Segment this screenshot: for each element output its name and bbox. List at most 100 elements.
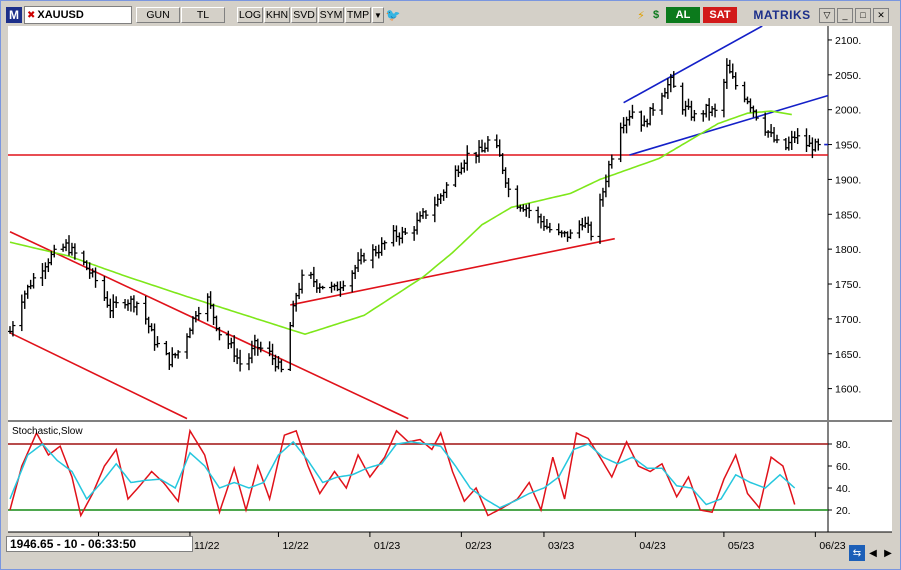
ohlc-bar [237, 349, 243, 372]
matriks-logo-icon[interactable]: M [6, 7, 22, 23]
price-tick-label: 2000. [835, 105, 861, 117]
stochastic-d-line [9, 440, 796, 509]
ohlc-bar [547, 222, 553, 233]
ohlc-bar [526, 203, 532, 219]
price-plot-area [8, 26, 828, 420]
ohlc-bar [258, 341, 264, 353]
price-tick-label: 2100. [835, 35, 861, 47]
ohlc-bar [795, 128, 801, 145]
khn-button[interactable]: KHN [264, 7, 290, 23]
ohlc-bar [216, 326, 222, 341]
date-tick-label: 04/23 [639, 540, 665, 552]
stochastic-k-line [9, 428, 796, 518]
twitter-icon[interactable]: 🐦 [385, 8, 401, 22]
price-tick-label: 1900. [835, 174, 861, 186]
trendline [9, 332, 188, 420]
price-series-layer [8, 26, 828, 420]
chevron-down-icon[interactable]: ▼ [372, 7, 384, 23]
ohlc-bar [134, 301, 140, 316]
date-tick-label: 03/23 [548, 540, 574, 552]
stochastic-layer [8, 428, 828, 518]
ohlc-bar [51, 244, 57, 258]
price-tick-label: 1700. [835, 314, 861, 326]
close-symbol-icon[interactable]: ✖ [27, 9, 36, 21]
log-button[interactable]: LOG [237, 7, 263, 23]
ohlc-bar [299, 269, 305, 294]
ohlc-bar [402, 227, 408, 236]
tmp-button[interactable]: TMP [345, 7, 371, 23]
lightning-icon[interactable]: ⚡ [637, 9, 645, 22]
currency-button-tl[interactable]: TL [181, 7, 225, 23]
sym-button[interactable]: SYM [318, 7, 344, 23]
symbol-selector[interactable]: ✖ XAUUSD [24, 6, 132, 24]
ohlc-bar [320, 285, 326, 290]
ohlc-bar [774, 134, 780, 144]
bottom-right-tools: ⇆ ◀ ▶ [848, 545, 895, 561]
ohlc-bar [815, 138, 821, 151]
stochastic-title: Stochastic,Slow [12, 426, 83, 437]
menu-icon[interactable]: ▽ [819, 7, 835, 23]
stoch-tick-label: 80. [836, 439, 851, 451]
right-tools: ⚡ $ AL SAT MATRIKS ▽ _ □ ✕ [633, 5, 889, 25]
matriks-brand-logo: MATRIKS [753, 8, 811, 22]
price-tick-label: 1800. [835, 244, 861, 256]
svd-button[interactable]: SVD [291, 7, 317, 23]
ohlc-bar [444, 182, 450, 198]
ohlc-bar [485, 136, 491, 152]
stoch-tick-label: 60. [836, 461, 851, 473]
stoch-tick-label: 40. [836, 483, 851, 495]
symbol-label: XAUUSD [37, 9, 84, 21]
ohlc-bar [753, 109, 759, 121]
ohlc-bar [506, 177, 512, 198]
ohlc-bar [113, 296, 119, 308]
ohlc-bar [175, 350, 181, 359]
dollar-icon[interactable]: $ [652, 9, 660, 21]
trendline [629, 94, 828, 156]
trendline [290, 237, 615, 306]
ohlc-bar [196, 306, 202, 321]
price-tick-label: 1650. [835, 349, 861, 361]
ohlc-bar [671, 71, 677, 88]
ohlc-bar [361, 252, 367, 263]
date-tick-label: 12/22 [282, 540, 308, 552]
ohlc-bar [588, 221, 594, 241]
ohlc-bar [10, 321, 16, 337]
trendline [623, 26, 763, 104]
toolbar: M ✖ XAUUSD GUN TL LOG KHN SVD SYM TMP ▼ … [2, 5, 895, 25]
period-button-gun[interactable]: GUN [136, 7, 180, 23]
ohlc-bar [340, 280, 346, 291]
minimize-icon[interactable]: _ [837, 7, 853, 23]
date-tick-label: 01/23 [374, 540, 400, 552]
price-tick-label: 1950. [835, 140, 861, 152]
price-tick-label: 2050. [835, 70, 861, 82]
ohlc-bar [93, 267, 99, 288]
price-tick-label: 1750. [835, 279, 861, 291]
close-icon[interactable]: ✕ [873, 7, 889, 23]
scroll-right-icon[interactable]: ▶ [884, 547, 892, 559]
ohlc-bar [423, 210, 429, 219]
stoch-plot-area [8, 422, 828, 532]
ohlc-bar [31, 273, 37, 289]
buy-button[interactable]: AL [666, 7, 700, 23]
scroll-left-icon[interactable]: ◀ [869, 547, 877, 559]
date-tick-label: 05/23 [728, 540, 754, 552]
status-readout: 1946.65 - 10 - 06:33:50 [6, 536, 193, 552]
maximize-icon[interactable]: □ [855, 7, 871, 23]
ohlc-bar [155, 336, 160, 348]
date-tick-label: 06/23 [819, 540, 845, 552]
stoch-tick-label: 20. [836, 505, 851, 517]
ohlc-bar [464, 145, 470, 171]
ohlc-bar [650, 103, 656, 116]
refresh-icon[interactable]: ⇆ [849, 545, 865, 561]
sell-button[interactable]: SAT [703, 7, 737, 23]
price-axis: 1600. 1650. 1700. 1750. 1800. 1850. 1900. 1950.… [828, 35, 861, 396]
ohlc-bar [568, 229, 573, 239]
ohlc-bar [712, 103, 718, 118]
stochastic-axis: 20. 40. 60. 80. [828, 439, 851, 517]
ohlc-bar [629, 104, 635, 119]
price-tick-label: 1850. [835, 209, 861, 221]
date-tick-label: 11/22 [194, 540, 220, 552]
moving-average-line [9, 110, 792, 336]
date-tick-label: 02/23 [465, 540, 491, 552]
